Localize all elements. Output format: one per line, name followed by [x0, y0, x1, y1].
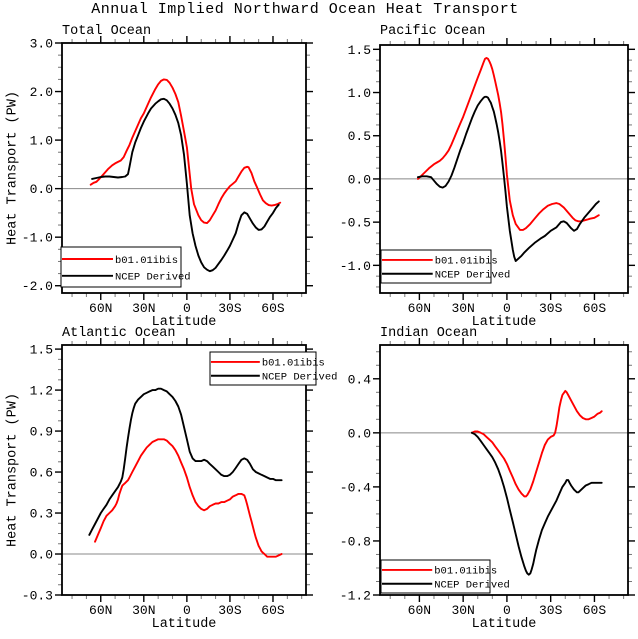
y-tick-label: 0.0	[348, 172, 371, 187]
y-tick-label: 1.5	[348, 43, 371, 58]
legend-box	[380, 559, 491, 594]
panel-indian-plot: 60N 30N 0 30S 60S 0.4 0.0 -0.4 -0.8 -1.2 b01.01ibi…	[340, 338, 635, 618]
panel-atlantic-plot: 60N 30N 0 30S 60S 1.5 1.2 0.9 0.6 0.3 0.0 -0.3 b01.0…	[22, 338, 338, 618]
legend-box	[380, 249, 492, 284]
series-line-1	[88, 387, 283, 536]
y-axis-label-total: Heat Transport (PW)	[5, 91, 21, 245]
y-tick-label: 1.2	[30, 384, 53, 399]
series-line-0	[470, 389, 603, 498]
series-line-0	[94, 438, 283, 558]
x-axis-label-indian: Latitude	[471, 617, 537, 632]
y-tick-label: 3.0	[30, 37, 53, 52]
y-tick-label: 0.5	[348, 129, 371, 144]
y-tick-label: -1.2	[340, 589, 371, 604]
y-tick-label: 1.0	[30, 134, 53, 149]
y-tick-label: -0.3	[22, 589, 53, 604]
y-tick-label: -2.0	[22, 279, 53, 294]
x-tick-label: 0	[503, 603, 511, 618]
y-tick-label: 0.9	[30, 425, 53, 440]
y-tick-label: 0.4	[348, 372, 372, 387]
y-tick-label: 0.0	[348, 426, 371, 441]
series-line-1	[416, 95, 600, 262]
panel-title-pacific-ocean: Pacific Ocean	[380, 24, 486, 39]
y-tick-label: 0.6	[30, 466, 53, 481]
x-tick-label: 30N	[132, 603, 155, 618]
y-tick-label: -1.0	[340, 259, 371, 274]
plot-box	[379, 44, 629, 294]
x-tick-label: 30N	[132, 301, 155, 316]
y-tick-label: 0.0	[30, 182, 53, 197]
x-tick-label: 0	[503, 301, 511, 316]
legend-box	[209, 351, 317, 386]
y-tick-label: -0.4	[340, 480, 371, 495]
legend-label-0: b01.01ibis	[262, 358, 325, 370]
legend-label-1: NCEP Derived	[262, 372, 338, 384]
series-line-1	[91, 97, 280, 273]
x-tick-label: 60S	[583, 301, 607, 316]
x-axis-label-pacific: Latitude	[471, 315, 537, 330]
y-tick-label: -0.5	[340, 216, 371, 231]
series-line-1	[470, 431, 603, 576]
y-tick-label: -0.8	[340, 534, 371, 549]
panel-total-plot: 60N 30N 0 30S 60S 3.0 2.0 1.0 0.0 -1.0 -2.0 b01.01i…	[22, 36, 313, 316]
y-tick-label: 0.0	[30, 548, 53, 563]
x-axis-label-total: Latitude	[151, 315, 217, 330]
plot-box	[61, 42, 307, 294]
x-tick-label: 60S	[261, 603, 285, 618]
legend-label-1: NCEP Derived	[115, 272, 191, 284]
legend-box	[60, 246, 182, 288]
panel-title-atlantic-ocean: Atlantic Ocean	[62, 326, 176, 341]
y-tick-label: 2.0	[30, 85, 53, 100]
x-tick-label: 60S	[261, 301, 285, 316]
figure-title: Annual Implied Northward Ocean Heat Tran…	[91, 1, 519, 18]
x-tick-label: 60N	[408, 301, 431, 316]
panel-title-total-ocean: Total Ocean	[62, 24, 152, 39]
x-tick-label: 0	[183, 301, 191, 316]
x-tick-label: 60N	[408, 603, 431, 618]
y-tick-label: -1.0	[22, 231, 53, 246]
legend-label-0: b01.01ibis	[434, 566, 497, 578]
legend-label-1: NCEP Derived	[434, 580, 510, 592]
x-tick-label: 0	[183, 603, 191, 618]
series-line-0	[89, 78, 282, 225]
panel-pacific-plot: 60N 30N 0 30S 60S 1.5 1.0 0.5 0.0 -0.5 -1.0 b01.01i…	[340, 38, 635, 316]
legend-label-1: NCEP Derived	[435, 270, 511, 282]
x-tick-label: 30S	[539, 301, 563, 316]
x-tick-label: 30S	[218, 301, 242, 316]
y-tick-label: 1.0	[348, 86, 371, 101]
y-axis-label-atlantic: Heat Transport (PW)	[5, 393, 21, 547]
series-line-0	[416, 57, 600, 231]
y-tick-label: 1.5	[30, 343, 53, 358]
x-tick-label: 60S	[583, 603, 607, 618]
x-tick-label: 60N	[89, 301, 112, 316]
x-tick-label: 30S	[218, 603, 242, 618]
legend-label-0: b01.01ibis	[435, 256, 498, 268]
panel-title-indian-ocean: Indian Ocean	[380, 326, 478, 341]
x-tick-label: 30N	[451, 301, 474, 316]
x-axis-label-atlantic: Latitude	[151, 617, 217, 632]
legend-label-0: b01.01ibis	[115, 255, 178, 267]
y-tick-label: 0.3	[30, 507, 53, 522]
x-tick-label: 30S	[539, 603, 563, 618]
plot-box	[379, 344, 629, 596]
x-tick-label: 60N	[89, 603, 112, 618]
x-tick-label: 30N	[451, 603, 474, 618]
plot-box	[61, 344, 307, 596]
